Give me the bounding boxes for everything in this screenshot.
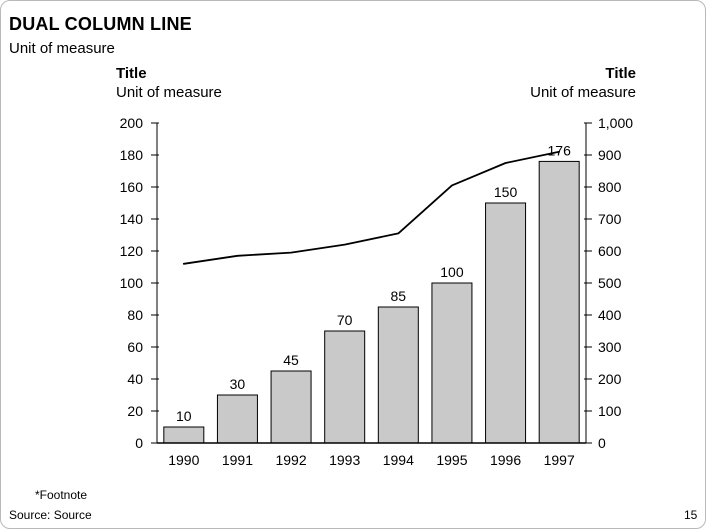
left-axis-tick-label: 120 [120, 243, 144, 259]
category-label: 1994 [383, 452, 414, 468]
bar-1995 [431, 282, 473, 444]
left-axis-tick-label: 160 [120, 179, 144, 195]
page-number: 15 [684, 508, 698, 522]
category-label: 1992 [275, 452, 306, 468]
bar-1991 [216, 394, 258, 444]
line-series [182, 150, 561, 265]
category-label: 1991 [222, 452, 253, 468]
bar-value-label: 45 [283, 352, 299, 368]
right-axis-header: Title Unit of measure [530, 64, 636, 102]
right-axis-tick-label: 400 [598, 307, 622, 323]
bar-1994 [377, 306, 419, 444]
right-axis-tick-label: 700 [598, 211, 622, 227]
left-axis-subtitle: Unit of measure [116, 84, 222, 101]
bar-1993 [324, 330, 366, 444]
right-axis-tick-label: 0 [598, 435, 606, 451]
category-label: 1995 [436, 452, 467, 468]
bar-1992 [270, 370, 312, 444]
category-label: 1996 [490, 452, 521, 468]
bar-1997 [538, 160, 580, 444]
bar-value-label: 30 [230, 376, 246, 392]
bar-value-label: 176 [548, 142, 572, 158]
right-axis-tick-label: 600 [598, 243, 622, 259]
left-axis-tick-label: 180 [120, 147, 144, 163]
right-axis-tick-label: 900 [598, 147, 622, 163]
bar-value-label: 85 [391, 288, 407, 304]
left-axis-tick-label: 200 [120, 115, 144, 131]
left-axis-tick-label: 0 [135, 435, 143, 451]
bar-value-label: 100 [440, 264, 464, 280]
left-axis-tick-label: 40 [127, 371, 143, 387]
footnote: *Footnote [35, 488, 88, 502]
left-axis-tick-label: 100 [120, 275, 144, 291]
right-axis-tick-label: 100 [598, 403, 622, 419]
bar-1996 [485, 202, 527, 444]
category-label: 1990 [168, 452, 199, 468]
right-axis-tick-label: 500 [598, 275, 622, 291]
left-axis-title: Title [116, 65, 147, 82]
page-title: DUAL COLUMN LINE [9, 14, 192, 34]
right-axis-tick-label: 1,000 [598, 115, 633, 131]
left-axis-tick-label: 20 [127, 403, 143, 419]
right-axis-tick-label: 800 [598, 179, 622, 195]
source: Source: Source [9, 508, 92, 522]
right-axis-tick-label: 300 [598, 339, 622, 355]
category-label: 1993 [329, 452, 360, 468]
bar-value-label: 150 [494, 184, 518, 200]
left-axis-tick-label: 80 [127, 307, 143, 323]
left-axis-tick-label: 60 [127, 339, 143, 355]
bar-value-label: 70 [337, 312, 353, 328]
page-subtitle: Unit of measure [9, 40, 115, 57]
left-axis-header: Title Unit of measure [116, 64, 222, 102]
bar-value-label: 10 [176, 408, 192, 424]
left-axis-tick-label: 140 [120, 211, 144, 227]
right-axis-subtitle: Unit of measure [530, 84, 636, 101]
bar-1990 [163, 426, 205, 444]
right-axis-title: Title [605, 65, 636, 82]
right-axis-tick-label: 200 [598, 371, 622, 387]
category-label: 1997 [544, 452, 575, 468]
